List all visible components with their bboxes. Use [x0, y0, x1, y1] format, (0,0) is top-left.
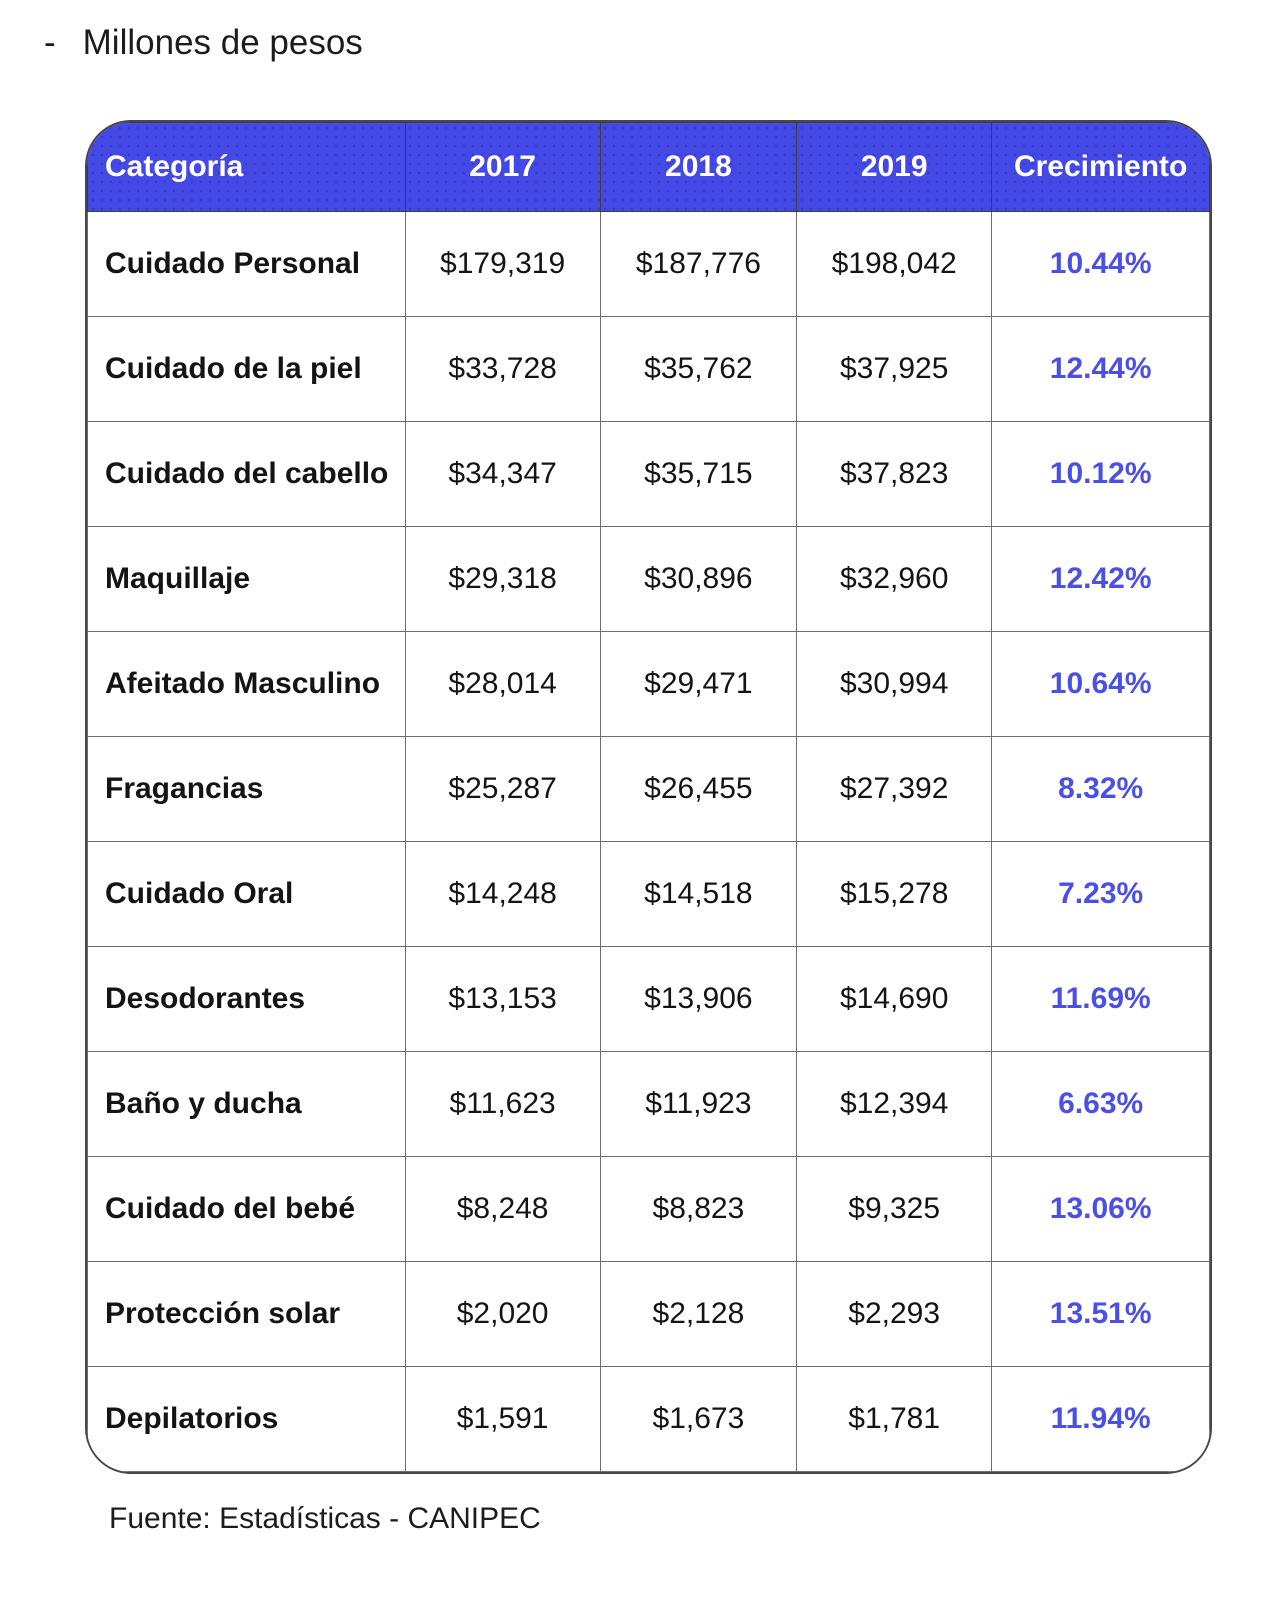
value-2017-cell: $179,319 [404, 211, 601, 317]
table-row: Cuidado Personal $179,319 $187,776 $198,… [87, 211, 1210, 317]
header-cell-2018: 2018 [599, 122, 798, 212]
value-2019-cell: $9,325 [796, 1156, 993, 1262]
category-cell: Afeitado Masculino [87, 631, 406, 737]
value-2019-cell: $32,960 [796, 526, 993, 632]
growth-cell: 8.32% [991, 736, 1210, 842]
value-2018-cell: $35,715 [599, 421, 798, 527]
value-2017-cell: $8,248 [404, 1156, 601, 1262]
category-cell: Desodorantes [87, 946, 406, 1052]
value-2019-cell: $30,994 [796, 631, 993, 737]
value-2019-cell: $1,781 [796, 1366, 993, 1472]
value-2019-cell: $27,392 [796, 736, 993, 842]
growth-cell: 11.69% [991, 946, 1210, 1052]
category-cell: Fragancias [87, 736, 406, 842]
title-text: Millones de pesos [82, 23, 363, 62]
header-row: Categoría 2017 2018 2019 Crecimiento [87, 122, 1210, 212]
category-cell: Baño y ducha [87, 1051, 406, 1157]
growth-cell: 13.06% [991, 1156, 1210, 1262]
table-row: Afeitado Masculino $28,014 $29,471 $30,9… [87, 631, 1210, 737]
category-cell: Cuidado Oral [87, 841, 406, 947]
table-row: Cuidado Oral $14,248 $14,518 $15,278 7.2… [87, 841, 1210, 947]
category-cell: Maquillaje [87, 526, 406, 632]
value-2018-cell: $29,471 [599, 631, 798, 737]
header-cell-2019: 2019 [796, 122, 993, 212]
value-2017-cell: $28,014 [404, 631, 601, 737]
table-row: Maquillaje $29,318 $30,896 $32,960 12.42… [87, 526, 1210, 632]
value-2017-cell: $11,623 [404, 1051, 601, 1157]
category-cell: Protección solar [87, 1261, 406, 1367]
table-row: Cuidado del bebé $8,248 $8,823 $9,325 13… [87, 1156, 1210, 1262]
value-2018-cell: $13,906 [599, 946, 798, 1052]
table-row: Cuidado del cabello $34,347 $35,715 $37,… [87, 421, 1210, 527]
table-row: Depilatorios $1,591 $1,673 $1,781 11.94% [87, 1366, 1210, 1472]
category-cell: Depilatorios [87, 1366, 406, 1472]
value-2017-cell: $34,347 [404, 421, 601, 527]
growth-cell: 12.42% [991, 526, 1210, 632]
growth-cell: 11.94% [991, 1366, 1210, 1472]
value-2018-cell: $187,776 [599, 211, 798, 317]
page-title: - Millones de pesos [44, 22, 363, 64]
category-cell: Cuidado de la piel [87, 316, 406, 422]
source-note: Fuente: Estadísticas - CANIPEC [109, 1502, 541, 1535]
table-row: Cuidado de la piel $33,728 $35,762 $37,9… [87, 316, 1210, 422]
value-2019-cell: $37,823 [796, 421, 993, 527]
value-2019-cell: $2,293 [796, 1261, 993, 1367]
value-2017-cell: $1,591 [404, 1366, 601, 1472]
growth-cell: 10.44% [991, 211, 1210, 317]
growth-cell: 7.23% [991, 841, 1210, 947]
category-cell: Cuidado Personal [87, 211, 406, 317]
growth-cell: 10.64% [991, 631, 1210, 737]
value-2017-cell: $25,287 [404, 736, 601, 842]
data-table-container: Categoría 2017 2018 2019 Crecimiento Cui… [85, 120, 1212, 1474]
data-table: Categoría 2017 2018 2019 Crecimiento Cui… [87, 122, 1210, 1472]
growth-cell: 12.44% [991, 316, 1210, 422]
value-2017-cell: $29,318 [404, 526, 601, 632]
value-2018-cell: $14,518 [599, 841, 798, 947]
header-cell-2017: 2017 [404, 122, 601, 212]
title-bullet: - [44, 23, 56, 62]
value-2018-cell: $11,923 [599, 1051, 798, 1157]
table-row: Protección solar $2,020 $2,128 $2,293 13… [87, 1261, 1210, 1367]
value-2018-cell: $2,128 [599, 1261, 798, 1367]
value-2019-cell: $198,042 [796, 211, 993, 317]
value-2018-cell: $26,455 [599, 736, 798, 842]
table-row: Baño y ducha $11,623 $11,923 $12,394 6.6… [87, 1051, 1210, 1157]
value-2019-cell: $37,925 [796, 316, 993, 422]
value-2017-cell: $33,728 [404, 316, 601, 422]
table-row: Desodorantes $13,153 $13,906 $14,690 11.… [87, 946, 1210, 1052]
value-2017-cell: $2,020 [404, 1261, 601, 1367]
header-cell-crecimiento: Crecimiento [991, 122, 1210, 212]
value-2018-cell: $30,896 [599, 526, 798, 632]
value-2018-cell: $1,673 [599, 1366, 798, 1472]
category-cell: Cuidado del bebé [87, 1156, 406, 1262]
value-2017-cell: $14,248 [404, 841, 601, 947]
category-cell: Cuidado del cabello [87, 421, 406, 527]
value-2019-cell: $15,278 [796, 841, 993, 947]
value-2017-cell: $13,153 [404, 946, 601, 1052]
table-row: Fragancias $25,287 $26,455 $27,392 8.32% [87, 736, 1210, 842]
growth-cell: 13.51% [991, 1261, 1210, 1367]
growth-cell: 6.63% [991, 1051, 1210, 1157]
value-2018-cell: $8,823 [599, 1156, 798, 1262]
header-cell-categoria: Categoría [87, 122, 406, 212]
value-2019-cell: $12,394 [796, 1051, 993, 1157]
value-2018-cell: $35,762 [599, 316, 798, 422]
value-2019-cell: $14,690 [796, 946, 993, 1052]
growth-cell: 10.12% [991, 421, 1210, 527]
